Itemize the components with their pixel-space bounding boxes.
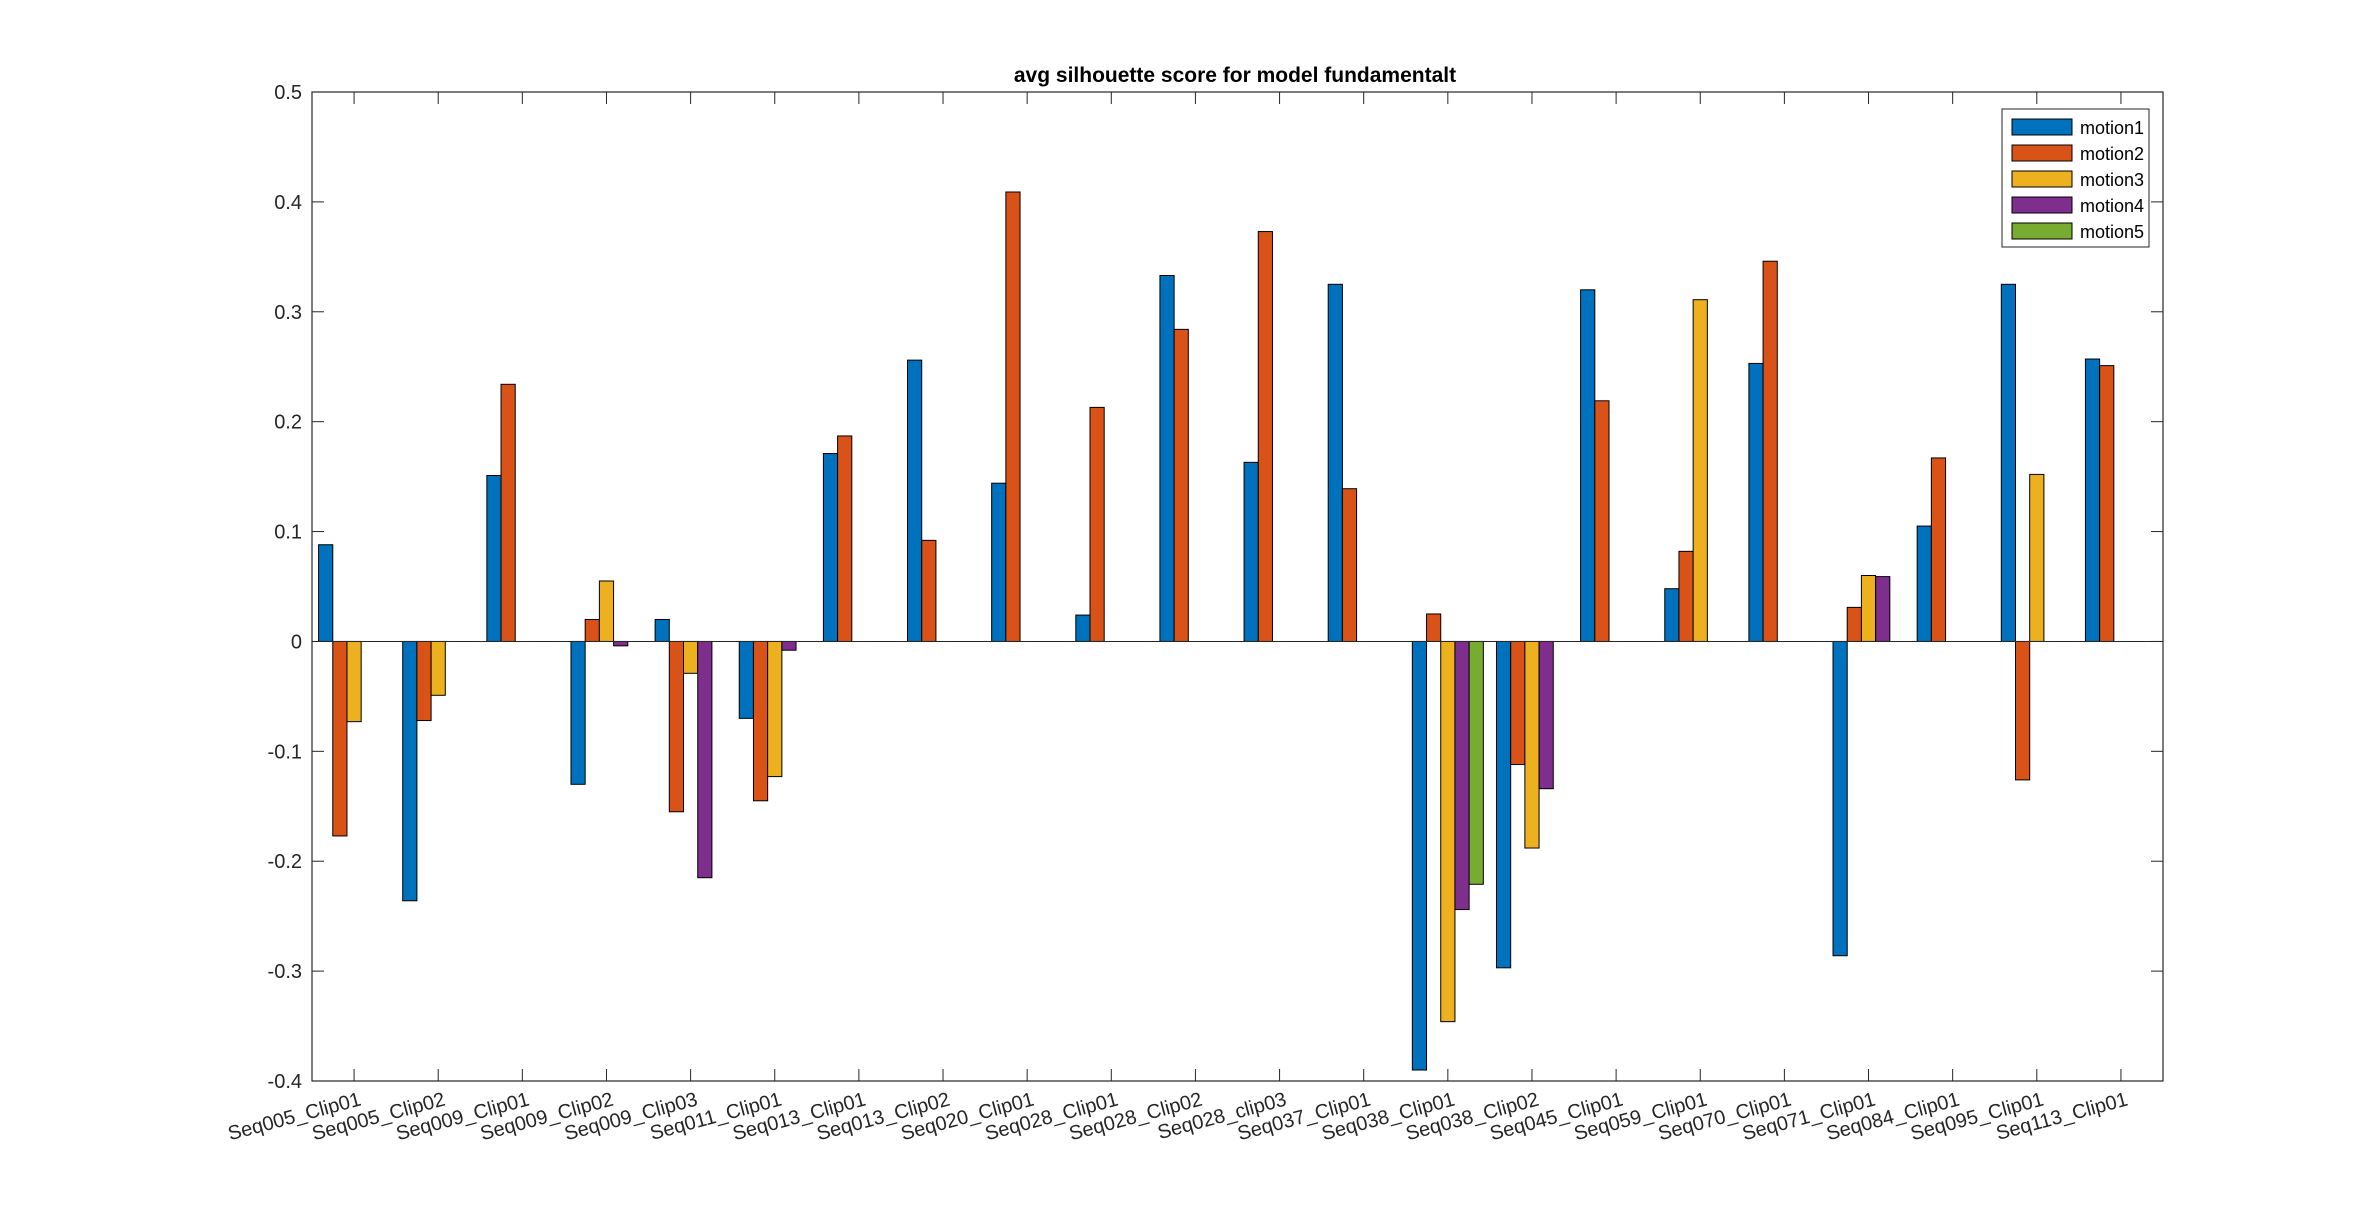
bar-motion2-Seq028_Clip01 <box>1089 406 1105 642</box>
bar-motion1-Seq038_Clip01 <box>1411 640 1428 1071</box>
bar-motion3-Seq095_Clip01 <box>2029 473 2045 642</box>
bar-motion4-Seq009_Clip03 <box>697 640 713 879</box>
bar-motion2-Seq009_Clip03 <box>668 640 685 813</box>
legend-swatch-motion1 <box>2011 118 2073 136</box>
legend-swatch-motion4 <box>2011 196 2073 214</box>
bar-motion1-Seq070_Clip01 <box>1748 362 1764 642</box>
bar-motion1-Seq071_Clip01 <box>1832 640 1848 957</box>
bar-motion2-Seq045_Clip01 <box>1594 400 1610 642</box>
bar-motion4-Seq071_Clip01 <box>1875 576 1891 642</box>
bar-motion4-Seq038_Clip01 <box>1454 640 1470 911</box>
bar-motion2-Seq028_Clip02 <box>1173 328 1189 642</box>
bar-motion3-Seq059_Clip01 <box>1692 299 1708 642</box>
bar-motion4-Seq009_Clip02 <box>613 640 629 647</box>
bar-motion3-Seq011_Clip01 <box>767 640 783 778</box>
bar-motion2-Seq005_Clip02 <box>416 640 432 722</box>
legend: motion1 motion2 motion3 motion4 motion5 <box>2001 108 2150 248</box>
bar-motion1-Seq009_Clip01 <box>486 475 502 642</box>
bar-motion2-Seq084_Clip01 <box>1930 457 1947 642</box>
bar-motion1-Seq005_Clip01 <box>318 544 334 642</box>
bar-motion1-Seq038_Clip02 <box>1495 640 1512 969</box>
bar-motion2-Seq038_Clip02 <box>1510 640 1526 766</box>
bar-motion2-Seq020_Clip01 <box>1005 191 1021 642</box>
bar-motion1-Seq009_Clip03 <box>654 618 670 642</box>
bar-motion1-Seq013_Clip02 <box>907 359 923 642</box>
bar-motion1-Seq028_Clip02 <box>1159 275 1175 642</box>
y-tick-label: 0.4 <box>274 192 302 214</box>
bar-motion1-Seq084_Clip01 <box>1916 525 1932 642</box>
bar-motion3-Seq038_Clip01 <box>1440 640 1456 1023</box>
series-motion5 <box>1468 640 1484 885</box>
bar-motion1-Seq013_Clip01 <box>822 453 839 642</box>
bar-motion3-Seq005_Clip01 <box>346 640 362 723</box>
chart-title: avg silhouette score for model fundament… <box>1014 64 1456 87</box>
y-tick-label: 0.2 <box>274 412 302 434</box>
y-tick-label: 0.5 <box>274 82 302 104</box>
series-motion4 <box>613 576 1891 911</box>
bar-motion2-Seq013_Clip02 <box>921 539 937 642</box>
bar-motion1-Seq095_Clip01 <box>2000 283 2017 642</box>
bar-motion1-Seq059_Clip01 <box>1664 588 1680 642</box>
series-motion3 <box>346 299 2045 1023</box>
y-tick-label: 0.1 <box>274 522 302 544</box>
bar-motion1-Seq037_Clip01 <box>1327 283 1343 642</box>
legend-swatch-motion3 <box>2011 170 2073 188</box>
bar-motion2-Seq009_Clip02 <box>584 618 600 642</box>
legend-label-motion4: motion4 <box>2080 196 2144 216</box>
y-tick-label: -0.4 <box>268 1071 302 1093</box>
bar-motion2-Seq059_Clip01 <box>1678 550 1694 642</box>
bar-motion2-Seq009_Clip01 <box>500 383 516 642</box>
bar-motion1-Seq028_Clip01 <box>1075 614 1091 642</box>
bar-motion1-Seq028_clip03 <box>1243 461 1259 642</box>
bar-motion2-Seq071_Clip01 <box>1846 606 1862 642</box>
bar-motion1-Seq045_Clip01 <box>1580 289 1596 642</box>
y-tick-label: -0.2 <box>268 851 302 873</box>
bar-motion3-Seq009_Clip02 <box>598 580 615 642</box>
bar-motion2-Seq038_Clip01 <box>1426 613 1442 642</box>
bar-motion2-Seq028_clip03 <box>1257 231 1273 642</box>
bar-motion3-Seq005_Clip02 <box>430 640 446 696</box>
plot-area: -0.4-0.3-0.2-0.100.10.20.30.40.5Seq005_C… <box>226 82 2164 1145</box>
legend-label-motion5: motion5 <box>2080 222 2144 242</box>
bar-motion2-Seq070_Clip01 <box>1762 260 1778 642</box>
legend-label-motion3: motion3 <box>2080 170 2144 190</box>
bar-motion1-Seq005_Clip02 <box>402 640 418 902</box>
bar-motion2-Seq005_Clip01 <box>332 640 348 837</box>
y-tick-label: 0.3 <box>274 302 302 324</box>
legend-label-motion2: motion2 <box>2080 144 2144 164</box>
bar-motion1-Seq113_Clip01 <box>2084 358 2101 642</box>
bar-motion2-Seq013_Clip01 <box>837 435 853 642</box>
bar-motion5-Seq038_Clip01 <box>1468 640 1484 885</box>
bar-motion2-Seq113_Clip01 <box>2099 365 2115 642</box>
y-tick-label: -0.3 <box>268 961 302 983</box>
y-tick-label: -0.1 <box>268 741 302 763</box>
bar-motion1-Seq020_Clip01 <box>991 482 1007 642</box>
axes-box <box>311 91 2164 1082</box>
bar-motion3-Seq038_Clip02 <box>1524 640 1540 849</box>
bar-motion4-Seq038_Clip02 <box>1538 640 1554 790</box>
bar-motion1-Seq011_Clip01 <box>738 640 754 719</box>
bar-motion1-Seq009_Clip02 <box>570 640 586 785</box>
legend-swatch-motion5 <box>2011 222 2073 240</box>
bar-motion4-Seq011_Clip01 <box>781 640 797 651</box>
legend-label-motion1: motion1 <box>2080 118 2144 138</box>
y-tick-label: 0 <box>291 631 302 653</box>
bar-motion2-Seq095_Clip01 <box>2015 640 2031 781</box>
axes-background <box>312 92 2163 1081</box>
bar-motion2-Seq011_Clip01 <box>752 640 769 802</box>
bar-motion3-Seq071_Clip01 <box>1860 575 1877 642</box>
bar-motion2-Seq037_Clip01 <box>1341 488 1358 642</box>
legend-swatch-motion2 <box>2011 144 2073 162</box>
bar-motion3-Seq009_Clip03 <box>683 640 699 674</box>
